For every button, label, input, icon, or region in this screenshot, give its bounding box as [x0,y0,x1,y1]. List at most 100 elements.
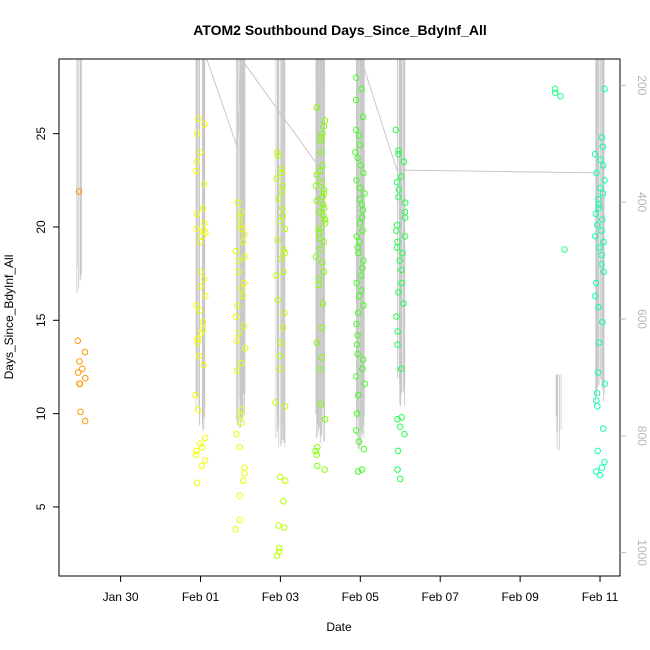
data-point [312,447,319,455]
data-point [356,195,364,203]
data-point [193,130,201,137]
data-point [201,121,208,128]
data-point [200,180,208,188]
data-point [357,162,365,169]
x-axis-label: Date [326,620,352,634]
data-point [239,238,247,246]
data-point [280,498,287,505]
data-point [353,373,360,380]
data-point [197,268,205,276]
data-point [241,470,248,477]
data-point [394,415,401,423]
data-point [394,447,402,455]
data-point [593,169,600,177]
y-tick-label: 20 [34,220,48,234]
data-point [319,193,326,201]
data-point [599,190,607,197]
data-point [276,473,284,481]
data-point [359,356,367,363]
data-point [320,186,328,193]
secondary-y-axis: 200 400 600 800 1000 [620,75,649,566]
data-point [356,238,363,246]
data-point [396,475,404,483]
data-point [599,425,607,432]
data-point [352,149,359,156]
data-point [313,104,321,111]
data-point [352,126,360,134]
data-point [314,462,321,470]
data-point [361,380,369,388]
data-point [401,214,409,221]
data-point [274,296,282,304]
data-point [319,162,326,169]
data-point [313,197,320,205]
data-point [277,339,285,347]
data-point [353,279,361,287]
data-point [593,468,600,475]
data-point [238,359,245,367]
data-point [561,246,568,253]
data-point [601,177,608,184]
data-point [274,236,282,244]
data-point [199,326,206,333]
data-point [598,464,606,472]
data-point [281,249,289,257]
data-point [396,257,404,264]
data-point [320,205,328,212]
y2-tick-label: 400 [635,192,649,212]
data-point [315,208,323,216]
data-point [236,516,243,524]
y-tick-label: 15 [34,313,48,327]
data-point [598,134,606,141]
data-point [395,186,403,193]
data-point [595,205,602,212]
data-point [355,132,363,139]
data-point [192,302,200,309]
data-point [395,150,402,158]
data-point [235,330,242,337]
data-point [597,184,604,192]
data-point [317,149,325,156]
data-point [353,177,360,184]
data-point [397,365,405,373]
data-point [353,74,360,81]
data-point [321,216,329,223]
data-point [278,255,285,263]
data-point [601,380,609,388]
x-tick-label: Feb 07 [422,590,460,604]
data-point [193,210,201,218]
data-point [592,279,600,287]
data-point [395,147,402,154]
data-point [399,249,406,257]
data-point [356,141,364,149]
data-point [356,219,364,227]
data-point [281,309,288,317]
data-point [232,526,239,533]
data-point [318,354,326,361]
data-point [319,324,326,332]
track-line [206,59,601,174]
data-point [321,219,329,227]
data-point [595,201,603,208]
data-point [355,468,362,475]
data-point [279,205,286,212]
data-point [235,257,242,264]
x-tick-label: Feb 03 [262,590,300,604]
data-point [317,137,325,145]
data-point [276,218,284,225]
data-point [359,365,366,373]
data-point [313,339,321,347]
data-point [319,300,327,307]
data-point [76,358,83,365]
data-point [76,380,83,388]
data-point [276,352,284,360]
data-point [353,427,360,434]
data-point [358,466,366,473]
data-point [356,184,364,192]
data-point [398,414,405,421]
data-point [360,257,367,264]
data-point [592,210,600,218]
data-point [312,182,320,190]
data-point [196,307,203,315]
data-point [599,318,606,326]
